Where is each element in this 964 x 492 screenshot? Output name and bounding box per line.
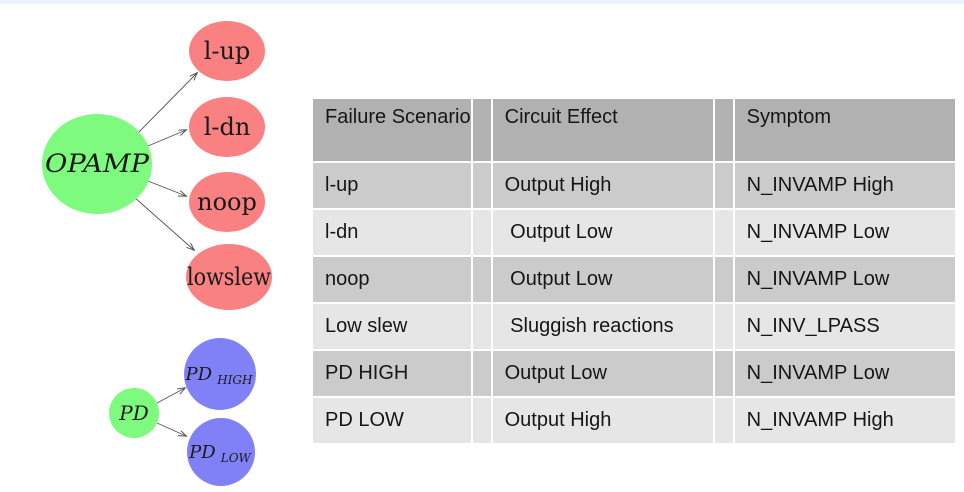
spacer-cell: [470, 302, 493, 351]
lup-node: [189, 21, 265, 81]
scenario-value: noop: [325, 268, 370, 290]
cell-symptom: N_INV_LPASS: [732, 302, 957, 351]
cell-scenario: l-up: [311, 161, 473, 210]
effect-value: Output Low: [504, 221, 613, 243]
header-cell-failure-scenario: Failure Scenario: [311, 97, 473, 163]
pd-node-label: PD: [118, 401, 149, 425]
cell-effect: Output High: [490, 161, 715, 210]
pdhigh-node: [184, 338, 256, 410]
cell-scenario: noop: [311, 255, 473, 304]
spacer-cell: [712, 349, 735, 398]
pdlow-node-label: PD LOW: [188, 442, 252, 465]
table-row-pdlow: PD LOW Output High N_INVAMP High: [311, 396, 957, 445]
cell-scenario: Low slew: [311, 302, 473, 351]
cell-symptom: N_INVAMP Low: [732, 208, 957, 257]
symptom-value: N_INVAMP Low: [746, 268, 890, 290]
opamp-node: [42, 114, 152, 214]
symptom-value: N_INVAMP Low: [746, 221, 890, 243]
header-label: Circuit Effect: [504, 106, 618, 128]
cell-symptom: N_INVAMP Low: [732, 255, 957, 304]
lowslew-node: [186, 244, 272, 310]
scenario-value: l-up: [325, 174, 359, 196]
cell-symptom: N_INVAMP High: [732, 161, 957, 210]
effect-value: Output Low: [504, 268, 613, 290]
spacer-cell: [712, 161, 735, 210]
edge-opamp-lowslew: [133, 196, 194, 250]
pdhigh-label-main: PD: [185, 364, 213, 385]
cell-scenario: l-dn: [311, 208, 473, 257]
cell-effect: Output Low: [490, 349, 715, 398]
top-edge-strip: [0, 0, 964, 4]
spacer-cell: [470, 396, 493, 445]
pdlow-label-main: PD: [188, 442, 216, 463]
effect-value: Output High: [504, 174, 612, 196]
table-row-pdhigh: PD HIGH Output Low N_INVAMP Low: [311, 349, 957, 398]
edge-opamp-lup: [135, 73, 197, 136]
spacer-cell: [712, 208, 735, 257]
symptom-value: N_INVAMP Low: [746, 362, 890, 384]
cell-effect: Sluggish reactions: [490, 302, 715, 351]
edge-opamp-ldn: [147, 130, 186, 147]
table-row-lup: l-up Output High N_INVAMP High: [311, 161, 957, 210]
effect-value: Sluggish reactions: [504, 315, 674, 337]
scenario-value: Low slew: [325, 315, 408, 337]
cell-symptom: N_INVAMP High: [732, 396, 957, 445]
spacer-cell: [470, 161, 493, 210]
scenario-value: PD LOW: [325, 409, 404, 431]
failure-scenario-table: Failure Scenario Circuit Effect Symptom …: [311, 97, 957, 445]
pdlow-node: [187, 418, 255, 486]
ldn-node: [189, 97, 265, 157]
spacer-cell: [470, 349, 493, 398]
header-label: Failure Scenario: [325, 106, 471, 128]
spacer-cell: [712, 302, 735, 351]
table-header-row: Failure Scenario Circuit Effect Symptom: [311, 97, 957, 163]
cell-scenario: PD HIGH: [311, 349, 473, 398]
lup-node-label: l-up: [204, 37, 251, 65]
scenario-value: PD HIGH: [325, 362, 409, 384]
edge-opamp-noop: [147, 180, 186, 196]
symptom-value: N_INVAMP High: [746, 174, 894, 196]
edge-pd-pdlow: [156, 422, 186, 436]
spacer-cell: [712, 396, 735, 445]
lowslew-node-label: lowslew: [187, 263, 271, 291]
spacer-cell: [712, 97, 735, 163]
opamp-node-label: OPAMP: [45, 149, 150, 178]
cell-scenario: PD LOW: [311, 396, 473, 445]
cell-symptom: N_INVAMP Low: [732, 349, 957, 398]
table-row-lowslew: Low slew Sluggish reactions N_INV_LPASS: [311, 302, 957, 351]
cell-effect: Output Low: [490, 255, 715, 304]
scenario-value: l-dn: [325, 221, 359, 243]
symptom-value: N_INV_LPASS: [746, 315, 880, 337]
noop-node-label: noop: [197, 188, 257, 216]
effect-value: Output High: [504, 409, 612, 431]
effect-value: Output Low: [504, 362, 607, 384]
pdhigh-node-label: PD HIGH: [185, 364, 253, 387]
spacer-cell: [470, 208, 493, 257]
header-label: Symptom: [746, 106, 832, 128]
table-row-ldn: l-dn Output Low N_INVAMP Low: [311, 208, 957, 257]
edge-pd-pdhigh: [156, 388, 185, 404]
spacer-cell: [712, 255, 735, 304]
cell-effect: Output Low: [490, 208, 715, 257]
symptom-value: N_INVAMP High: [746, 409, 894, 431]
pdlow-label-sub: LOW: [220, 451, 253, 465]
ldn-node-label: l-dn: [204, 113, 251, 141]
noop-node: [189, 172, 265, 232]
fault-tree-diagram: OPAMP l-up l-dn noop lowslew PD PD HIGH …: [42, 21, 272, 486]
cell-effect: Output High: [490, 396, 715, 445]
pdhigh-label-sub: HIGH: [216, 373, 253, 387]
header-cell-circuit-effect: Circuit Effect: [490, 97, 715, 163]
table-row-noop: noop Output Low N_INVAMP Low: [311, 255, 957, 304]
spacer-cell: [470, 97, 493, 163]
header-cell-symptom: Symptom: [732, 97, 957, 163]
spacer-cell: [470, 255, 493, 304]
pd-node: [109, 388, 159, 438]
